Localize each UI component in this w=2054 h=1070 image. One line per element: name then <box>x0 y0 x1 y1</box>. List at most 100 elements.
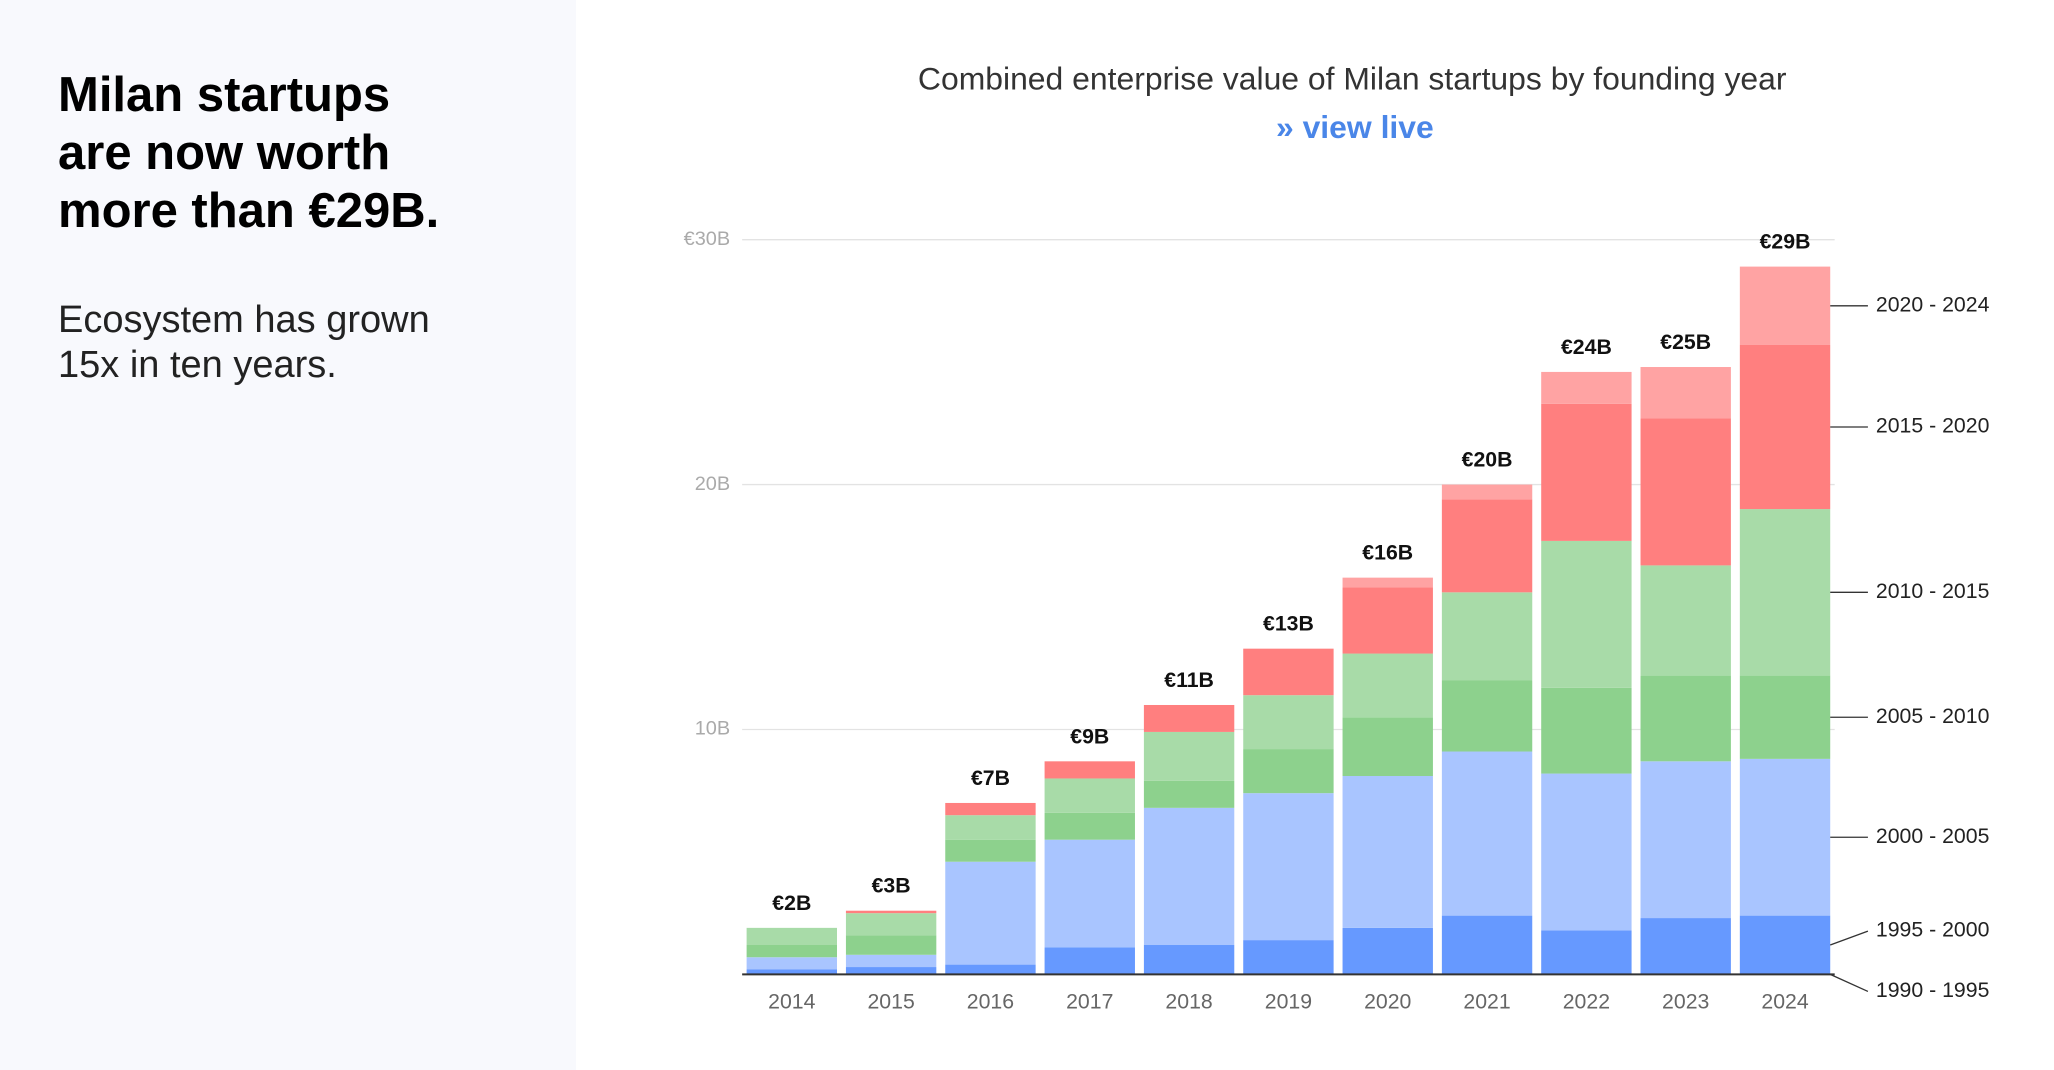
bar-segment <box>1342 577 1433 588</box>
bar-segment <box>1541 371 1632 404</box>
x-tick-label: 2014 <box>768 991 816 1014</box>
headline-line: are now worth <box>58 126 391 180</box>
bar-segment <box>1441 915 1533 975</box>
x-tick-label: 2018 <box>1165 991 1212 1014</box>
headline-line: Milan startups <box>58 68 391 122</box>
bar-segment <box>1640 418 1731 566</box>
legend-label: 2000 - 2005 <box>1876 825 1990 848</box>
bar-segment <box>1044 761 1135 779</box>
bar-segment <box>1739 344 1831 510</box>
total-label: €16B <box>1362 542 1413 565</box>
bar-segment <box>845 954 937 968</box>
bar-segment <box>1441 499 1533 593</box>
bar-segment <box>1441 484 1533 500</box>
bar-segment <box>1541 540 1632 688</box>
legend-leader <box>1829 973 1869 993</box>
x-tick-label: 2021 <box>1463 991 1510 1014</box>
legend-label: 1995 - 2000 <box>1876 919 1990 942</box>
total-label: €25B <box>1660 331 1711 354</box>
bar-segment <box>1441 751 1533 916</box>
total-label: €2B <box>772 892 811 915</box>
total-label: €20B <box>1462 449 1513 472</box>
bar-segment <box>945 964 1036 975</box>
subtitle: Ecosystem has grown 15x in ten years. <box>58 298 430 388</box>
bar-segment <box>746 957 837 970</box>
bar-segment <box>1640 367 1731 419</box>
bar-segment <box>1541 687 1632 774</box>
y-tick-label: €30B <box>684 228 731 250</box>
headline-line: more than €29B. <box>58 184 440 238</box>
bar-segment <box>1640 675 1731 762</box>
bar-segment <box>1739 266 1831 345</box>
total-label: €9B <box>1070 725 1109 748</box>
bar-segment <box>1243 940 1334 975</box>
bar-segment <box>1739 758 1831 916</box>
bar-segment <box>1739 915 1831 975</box>
bar-segment <box>1044 812 1135 840</box>
bar-segment <box>1143 731 1235 781</box>
x-tick-label: 2020 <box>1364 991 1411 1014</box>
legend-label: 2010 - 2015 <box>1876 580 1990 603</box>
x-tick-label: 2016 <box>967 991 1014 1014</box>
x-tick-label: 2022 <box>1563 991 1610 1014</box>
bar-segment <box>945 861 1036 965</box>
bar-segment <box>746 945 837 958</box>
bar-segment <box>1342 776 1433 928</box>
bar-segment <box>1342 653 1433 718</box>
x-tick-label: 2019 <box>1265 991 1312 1014</box>
bar-segment <box>1640 565 1731 676</box>
total-label: €7B <box>971 767 1010 790</box>
legend-label: 2020 - 2024 <box>1876 293 1990 316</box>
x-tick-label: 2017 <box>1066 991 1113 1014</box>
bar-segment <box>1044 947 1135 975</box>
bar-segment <box>945 815 1036 840</box>
total-label: €29B <box>1760 231 1811 254</box>
bar-segment <box>845 967 937 975</box>
bar-segment <box>746 969 837 975</box>
y-tick-label: 20B <box>695 473 730 495</box>
legend-label: 2015 - 2020 <box>1876 415 1990 438</box>
bar-segment <box>1342 587 1433 654</box>
bar-segment <box>1243 793 1334 941</box>
bar-segment <box>1143 807 1235 946</box>
x-tick-label: 2024 <box>1761 991 1809 1014</box>
bar-segment <box>1739 509 1831 676</box>
bar-segment <box>1441 592 1533 681</box>
bar-segment <box>1044 778 1135 813</box>
bar-segment <box>1342 717 1433 777</box>
bar-segment <box>945 802 1036 816</box>
bar-segment <box>1739 675 1831 759</box>
bar-segment <box>1243 648 1334 696</box>
subtitle-line: Ecosystem has grown <box>58 299 430 341</box>
bar-segment <box>1541 930 1632 975</box>
side-panel: Milan startups are now worth more than €… <box>0 0 576 1070</box>
total-label: €13B <box>1263 613 1314 636</box>
y-tick-label: 10B <box>695 718 730 740</box>
legend-label: 1990 - 1995 <box>1876 979 1990 1002</box>
legend-leader <box>1829 930 1869 946</box>
chart: Combined enterprise value of Milan start… <box>684 61 1990 1014</box>
bar-segment <box>1143 945 1235 975</box>
bar-segment <box>845 935 937 955</box>
x-tick-label: 2015 <box>867 991 914 1014</box>
subtitle-line: 15x in ten years. <box>58 344 337 386</box>
bar-segment <box>1243 749 1334 794</box>
x-tick-label: 2023 <box>1662 991 1709 1014</box>
bar-segment <box>746 927 837 946</box>
chart-title: Combined enterprise value of Milan start… <box>918 61 1787 97</box>
bar-segment <box>845 910 937 914</box>
bar-segment <box>1243 695 1334 750</box>
bar-segment <box>1640 918 1731 975</box>
headline: Milan startups are now worth more than €… <box>58 66 439 240</box>
bar-segment <box>1541 403 1632 541</box>
bar-segment <box>845 913 937 936</box>
bar-segment <box>1541 773 1632 931</box>
bar-segment <box>1044 839 1135 948</box>
view-live-link[interactable]: » view live <box>1276 109 1434 145</box>
bar-segment <box>1143 780 1235 808</box>
bar-segment <box>1441 680 1533 752</box>
total-label: €3B <box>872 875 911 898</box>
total-label: €24B <box>1561 336 1612 359</box>
total-label: €11B <box>1164 669 1214 692</box>
